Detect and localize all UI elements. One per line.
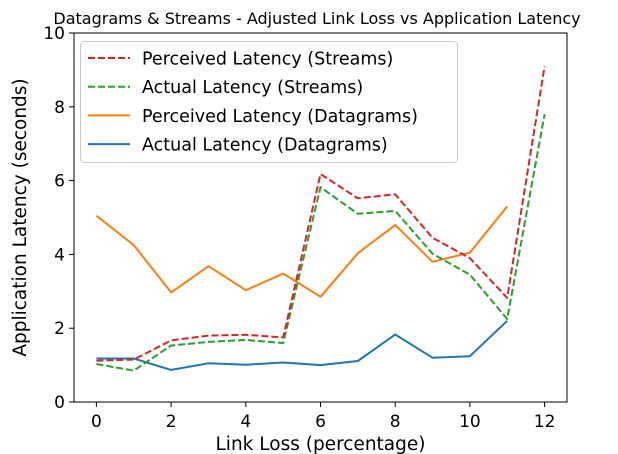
y-tick-label: 4 <box>54 245 65 265</box>
y-tick-label: 0 <box>54 393 65 413</box>
y-tick-label: 6 <box>54 172 65 192</box>
x-tick-label: 8 <box>390 412 401 432</box>
x-tick-label: 10 <box>459 412 481 432</box>
legend-frame <box>80 41 458 163</box>
x-tick-label: 4 <box>240 412 251 432</box>
series-layer <box>95 66 546 372</box>
x-tick-label: 0 <box>91 412 102 432</box>
y-tick-label: 10 <box>43 24 65 44</box>
chart-title: Datagrams & Streams - Adjusted Link Loss… <box>53 9 580 28</box>
y-tick-label: 8 <box>54 98 65 118</box>
y-axis-label: Application Latency (seconds) <box>10 78 31 356</box>
series-line-actual-latency-streams <box>96 114 546 372</box>
series-line-actual-latency-datagrams <box>96 320 508 371</box>
x-axis-label: Link Loss (percentage) <box>216 434 426 454</box>
series-line-perceived-latency-datagrams <box>95 205 508 298</box>
legend-label: Actual Latency (Streams) <box>142 78 363 98</box>
x-axis: 0 2 4 6 8 10 12 <box>91 402 555 432</box>
x-tick-label: 12 <box>534 412 556 432</box>
legend-label: Actual Latency (Datagrams) <box>142 136 388 156</box>
x-tick-label: 6 <box>315 412 326 432</box>
legend: Perceived Latency (Streams) Actual Latenc… <box>80 41 458 163</box>
y-axis: 0 2 4 6 8 10 <box>43 24 74 413</box>
y-tick-label: 2 <box>54 319 65 339</box>
series-line-perceived-latency-streams <box>96 66 546 362</box>
legend-label: Perceived Latency (Datagrams) <box>142 107 418 127</box>
x-tick-label: 2 <box>166 412 177 432</box>
legend-label: Perceived Latency (Streams) <box>142 50 393 70</box>
